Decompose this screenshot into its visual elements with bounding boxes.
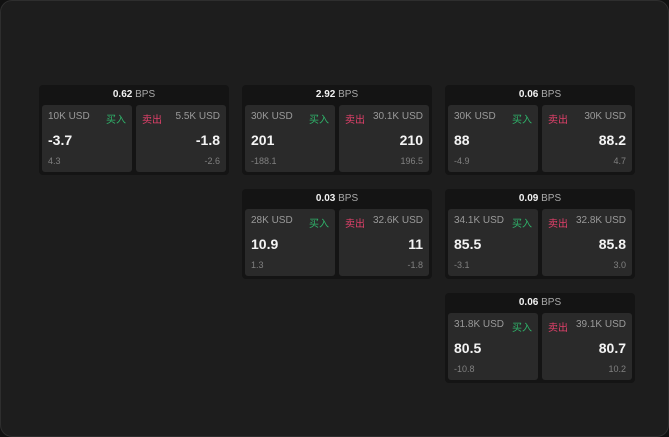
ask-price: 11 (408, 236, 423, 252)
bid-price: 88 (454, 132, 470, 148)
spread-unit: BPS (338, 89, 359, 100)
bid-sub-value: 1.3 (251, 260, 264, 270)
spread-header: 0.09 BPS (448, 189, 632, 209)
ask-sub-value: 4.7 (613, 156, 626, 166)
sell-label: 卖出 (548, 219, 568, 230)
ask-size: 39.1K USD (575, 319, 626, 330)
buy-label: 买入 (512, 219, 532, 230)
quote-card: 0.06 BPS 31.8K USD 买入 80.5 -10.8 卖出 39.1K … (445, 293, 635, 383)
sell-label: 卖出 (548, 115, 568, 126)
bid-sub-value: -4.9 (454, 156, 470, 166)
bid-size: 31.8K USD (454, 319, 505, 330)
spread-header: 0.06 BPS (448, 85, 632, 105)
quote-grid: 0.62 BPS 10K USD 买入 -3.7 4.3 卖出 5.5K USD -… (39, 85, 635, 383)
quote-card: 0.09 BPS 34.1K USD 买入 85.5 -3.1 卖出 32.8K U… (445, 189, 635, 279)
spread-unit: BPS (541, 89, 562, 100)
sell-panel[interactable]: 卖出 30K USD 88.2 4.7 (542, 105, 632, 172)
buy-panel[interactable]: 30K USD 买入 88 -4.9 (448, 105, 538, 172)
spread-header: 0.06 BPS (448, 293, 632, 313)
buy-label: 买入 (106, 115, 126, 126)
bid-sub-value: -3.1 (454, 260, 470, 270)
buy-panel[interactable]: 30K USD 买入 201 -188.1 (245, 105, 335, 172)
spread-value: 0.09 (518, 193, 539, 204)
spread-value: 0.06 (518, 297, 539, 308)
buy-panel[interactable]: 28K USD 买入 10.9 1.3 (245, 209, 335, 276)
buy-label: 买入 (512, 115, 532, 126)
ask-size: 32.6K USD (372, 215, 423, 226)
spread-unit: BPS (541, 193, 562, 204)
sell-label: 卖出 (548, 323, 568, 334)
bid-price: -3.7 (48, 132, 73, 148)
ask-price: -1.8 (195, 132, 220, 148)
spread-value: 2.92 (315, 89, 336, 100)
bid-price: 80.5 (454, 340, 482, 356)
quote-card: 0.03 BPS 28K USD 买入 10.9 1.3 卖出 32.6K USD … (242, 189, 432, 279)
buy-panel[interactable]: 10K USD 买入 -3.7 4.3 (42, 105, 132, 172)
sell-panel[interactable]: 卖出 5.5K USD -1.8 -2.6 (136, 105, 226, 172)
ask-size: 30.1K USD (372, 111, 423, 122)
quote-card: 0.06 BPS 30K USD 买入 88 -4.9 卖出 30K USD 88.… (445, 85, 635, 175)
bid-size: 30K USD (251, 111, 293, 122)
bid-price: 10.9 (251, 236, 279, 252)
buy-label: 买入 (309, 115, 329, 126)
spread-value: 0.03 (315, 193, 336, 204)
buy-label: 买入 (309, 219, 329, 230)
ask-sub-value: -1.8 (407, 260, 423, 270)
sell-panel[interactable]: 卖出 32.8K USD 85.8 3.0 (542, 209, 632, 276)
buy-panel[interactable]: 34.1K USD 买入 85.5 -3.1 (448, 209, 538, 276)
ask-sub-value: 10.2 (608, 364, 626, 374)
bid-price: 85.5 (454, 236, 482, 252)
bid-sub-value: 4.3 (48, 156, 61, 166)
spread-header: 0.62 BPS (42, 85, 226, 105)
ask-size: 32.8K USD (575, 215, 626, 226)
sell-label: 卖出 (345, 115, 365, 126)
ask-sub-value: 3.0 (613, 260, 626, 270)
spread-header: 0.03 BPS (245, 189, 429, 209)
ask-price: 210 (399, 132, 423, 148)
ask-size: 5.5K USD (175, 111, 220, 122)
spread-unit: BPS (541, 297, 562, 308)
ask-price: 88.2 (598, 132, 626, 148)
sell-panel[interactable]: 卖出 32.6K USD 11 -1.8 (339, 209, 429, 276)
bid-size: 30K USD (454, 111, 496, 122)
ask-price: 85.8 (598, 236, 626, 252)
sell-label: 卖出 (142, 115, 162, 126)
ask-sub-value: 196.5 (400, 156, 423, 166)
spread-header: 2.92 BPS (245, 85, 429, 105)
bid-size: 34.1K USD (454, 215, 505, 226)
ask-price: 80.7 (598, 340, 626, 356)
quote-card: 2.92 BPS 30K USD 买入 201 -188.1 卖出 30.1K US… (242, 85, 432, 175)
ask-sub-value: -2.6 (204, 156, 220, 166)
spread-unit: BPS (135, 89, 156, 100)
bid-sub-value: -10.8 (454, 364, 475, 374)
buy-panel[interactable]: 31.8K USD 买入 80.5 -10.8 (448, 313, 538, 380)
bid-price: 201 (251, 132, 275, 148)
sell-panel[interactable]: 卖出 30.1K USD 210 196.5 (339, 105, 429, 172)
quote-card: 0.62 BPS 10K USD 买入 -3.7 4.3 卖出 5.5K USD -… (39, 85, 229, 175)
spread-value: 0.62 (112, 89, 133, 100)
bid-size: 28K USD (251, 215, 293, 226)
spread-value: 0.06 (518, 89, 539, 100)
bid-size: 10K USD (48, 111, 90, 122)
bid-sub-value: -188.1 (251, 156, 277, 166)
buy-label: 买入 (512, 323, 532, 334)
ask-size: 30K USD (584, 111, 626, 122)
spread-unit: BPS (338, 193, 359, 204)
sell-panel[interactable]: 卖出 39.1K USD 80.7 10.2 (542, 313, 632, 380)
sell-label: 卖出 (345, 219, 365, 230)
